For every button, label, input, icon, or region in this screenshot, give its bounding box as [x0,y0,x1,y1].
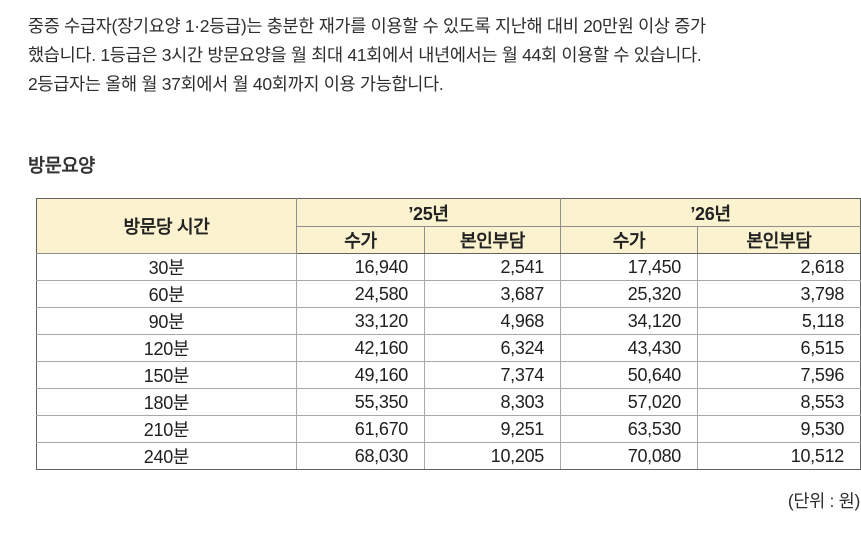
intro-line-3: 2등급자는 올해 월 37회에서 월 40회까지 이용 가능합니다. [28,74,444,94]
table-row: 240분 68,030 10,205 70,080 10,512 [36,442,861,470]
value-cell: 5,118 [697,307,861,335]
intro-line-2: 했습니다. 1등급은 3시간 방문요양을 월 최대 41회에서 내년에서는 월 … [28,45,702,65]
time-cell: 180분 [36,388,297,416]
col-header-copay-2026: 본인부담 [697,226,861,254]
value-cell: 6,324 [423,334,562,362]
value-cell: 63,530 [560,415,699,443]
value-cell: 10,205 [423,442,562,470]
value-cell: 6,515 [697,334,861,362]
value-cell: 70,080 [560,442,699,470]
table-row: 180분 55,350 8,303 57,020 8,553 [36,388,861,416]
value-cell: 17,450 [560,253,699,281]
value-cell: 2,541 [423,253,562,281]
table-row: 120분 42,160 6,324 43,430 6,515 [36,334,861,362]
value-cell: 33,120 [296,307,425,335]
value-cell: 34,120 [560,307,699,335]
value-cell: 24,580 [296,280,425,308]
value-cell: 61,670 [296,415,425,443]
value-cell: 50,640 [560,361,699,389]
header-year-row: 방문당 시간 ’25년 ’26년 [36,198,861,254]
intro-paragraph: 중증 수급자(장기요양 1·2등급)는 충분한 재가를 이용할 수 있도록 지난… [28,12,843,99]
time-cell: 120분 [36,334,297,362]
value-cell: 55,350 [296,388,425,416]
value-cell: 68,030 [296,442,425,470]
value-cell: 42,160 [296,334,425,362]
visit-care-fee-table: 방문당 시간 ’25년 ’26년 수가 본인부담 수가 본인부담 30분 16,… [36,198,861,470]
col-header-copay-2025: 본인부담 [423,226,562,254]
value-cell: 8,303 [423,388,562,416]
section-title: 방문요양 [28,155,95,176]
value-cell: 9,251 [423,415,562,443]
time-cell: 240분 [36,442,297,470]
value-cell: 57,020 [560,388,699,416]
value-cell: 7,596 [697,361,861,389]
time-cell: 30분 [36,253,297,281]
col-header-time: 방문당 시간 [36,198,297,254]
col-header-price-2025: 수가 [296,226,425,254]
table-row: 210분 61,670 9,251 63,530 9,530 [36,415,861,443]
col-header-year-2025: ’25년 [295,198,562,227]
table-row: 150분 49,160 7,374 50,640 7,596 [36,361,861,389]
value-cell: 10,512 [697,442,861,470]
value-cell: 4,968 [423,307,562,335]
value-cell: 3,798 [697,280,861,308]
value-cell: 2,618 [697,253,861,281]
value-cell: 43,430 [560,334,699,362]
unit-note: (단위 : 원) [787,491,860,511]
col-header-year-2026: ’26년 [560,198,861,227]
time-cell: 150분 [36,361,297,389]
value-cell: 3,687 [423,280,562,308]
value-cell: 8,553 [697,388,861,416]
table-row: 90분 33,120 4,968 34,120 5,118 [36,307,861,335]
header-sub-row: 수가 본인부담 수가 본인부담 [37,226,861,254]
time-cell: 90분 [36,307,297,335]
col-header-price-2026: 수가 [560,226,699,254]
value-cell: 25,320 [560,280,699,308]
intro-line-1: 중증 수급자(장기요양 1·2등급)는 충분한 재가를 이용할 수 있도록 지난… [28,16,706,36]
value-cell: 49,160 [296,361,425,389]
table-row: 60분 24,580 3,687 25,320 3,798 [36,280,861,308]
value-cell: 16,940 [296,253,425,281]
table-row: 30분 16,940 2,541 17,450 2,618 [36,253,861,281]
time-cell: 60분 [36,280,297,308]
value-cell: 7,374 [423,361,562,389]
value-cell: 9,530 [697,415,861,443]
time-cell: 210분 [36,415,297,443]
